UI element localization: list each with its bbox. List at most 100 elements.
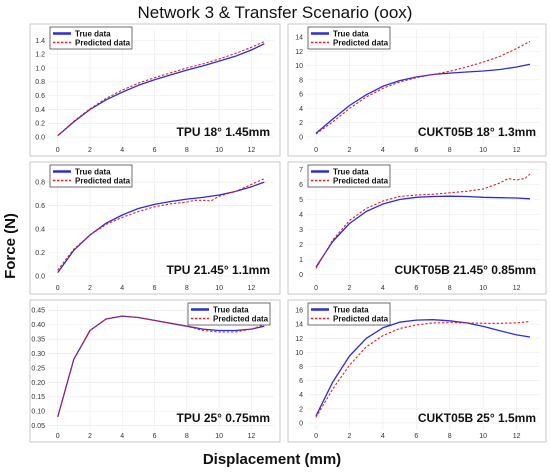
x-tick-label: 10: [215, 285, 223, 292]
predicted-data-line: [57, 315, 265, 418]
chart-panel-1: 0.0 0.2 0.4 0.6 0.8 1.0 1.2 1.4 0 2 4 6 8 10 12 True da…: [29, 23, 281, 157]
legend-pred-label: Predicted data: [333, 177, 389, 186]
legend-true-label: True data: [333, 306, 369, 315]
y-tick-label: 0.10: [31, 409, 45, 416]
y-tick-label: 0.45: [31, 308, 45, 315]
y-tick-label: 16: [295, 308, 303, 315]
x-tick-label: 0: [56, 147, 60, 154]
x-tick-label: 4: [381, 433, 385, 440]
x-tick-label: 6: [153, 433, 157, 440]
x-tick-label: 2: [348, 433, 352, 440]
x-tick-label: 12: [513, 147, 521, 154]
y-tick-label: 0: [299, 420, 303, 427]
y-tick-label: 1.4: [35, 38, 45, 45]
x-tick-label: 0: [314, 285, 318, 292]
x-axis-label: Displacement (mm): [203, 451, 341, 468]
y-tick-label: 0.8: [35, 180, 45, 187]
figure-title: Network 3 & Transfer Scenario (oox): [138, 3, 413, 22]
predicted-data-line: [57, 178, 265, 271]
legend-true-label: True data: [213, 306, 249, 315]
panel-label: TPU 18° 1.45mm: [176, 125, 270, 139]
y-tick-label: 8: [299, 77, 303, 84]
x-tick-label: 8: [448, 147, 452, 154]
y-tick-label: 0.2: [35, 121, 45, 128]
x-tick-label: 8: [185, 433, 189, 440]
y-tick-label: 0.6: [35, 93, 45, 100]
y-tick-label: 0: [299, 134, 303, 141]
panel-label: CUKT05B 25° 1.5mm: [418, 411, 536, 425]
x-tick-label: 4: [381, 147, 385, 154]
y-tick-label: 3: [299, 227, 303, 234]
y-tick-label: 12: [295, 49, 303, 56]
x-tick-label: 8: [448, 285, 452, 292]
legend-true-label: True data: [333, 30, 369, 39]
x-tick-label: 10: [215, 433, 223, 440]
predicted-data-line: [315, 173, 531, 269]
legend-true-label: True data: [75, 168, 111, 177]
legend-true-label: True data: [75, 30, 111, 39]
y-tick-label: 0.25: [31, 365, 45, 372]
y-tick-label: 10: [295, 63, 303, 70]
x-tick-label: 10: [479, 285, 487, 292]
x-tick-label: 6: [414, 147, 418, 154]
x-tick-label: 12: [513, 433, 521, 440]
y-tick-label: 0.0: [35, 274, 45, 281]
x-tick-label: 0: [56, 285, 60, 292]
chart-panel-6: 0 2 4 6 8 10 12 14 16 0 2 4 6 8 10 12 True dataPredicted…: [287, 299, 547, 443]
x-tick-label: 6: [153, 147, 157, 154]
x-tick-label: 2: [88, 285, 92, 292]
x-tick-label: 6: [414, 433, 418, 440]
x-tick-label: 4: [120, 285, 124, 292]
predicted-data-line: [315, 40, 531, 135]
y-tick-label: 6: [299, 378, 303, 385]
y-tick-label: 7: [299, 167, 303, 174]
y-tick-label: 1: [299, 257, 303, 264]
x-tick-label: 6: [153, 285, 157, 292]
chart-panel-3: 0.0 0.2 0.4 0.6 0.8 0 2 4 6 8 10 12 True dataPredict…: [29, 161, 281, 295]
legend-pred-label: Predicted data: [75, 177, 131, 186]
predicted-data-line: [315, 320, 531, 418]
y-tick-label: 0.30: [31, 351, 45, 358]
predicted-data-line: [57, 41, 265, 137]
legend-pred-label: Predicted data: [333, 39, 389, 48]
y-tick-label: 6: [299, 92, 303, 99]
true-data-line: [315, 63, 531, 134]
y-tick-label: 8: [299, 364, 303, 371]
x-tick-label: 12: [248, 147, 256, 154]
x-tick-label: 2: [88, 147, 92, 154]
y-tick-label: 0.8: [35, 79, 45, 86]
y-tick-label: 2: [299, 242, 303, 249]
chart-panel-5: 0.05 0.10 0.15 0.20 0.25 0.30 0.35 0.40 0.45 0 2 4 6…: [29, 299, 281, 443]
panel-label: TPU 25° 0.75mm: [176, 411, 270, 425]
y-tick-label: 0.40: [31, 322, 45, 329]
true-data-line: [315, 195, 531, 268]
y-tick-label: 2: [299, 120, 303, 127]
y-tick-label: 5: [299, 197, 303, 204]
y-tick-label: 0: [299, 272, 303, 279]
x-tick-label: 12: [248, 285, 256, 292]
x-tick-label: 4: [120, 433, 124, 440]
panel-label: CUKT05B 18° 1.3mm: [418, 125, 536, 139]
x-tick-label: 4: [120, 147, 124, 154]
x-tick-label: 0: [314, 433, 318, 440]
legend-pred-label: Predicted data: [213, 315, 269, 324]
y-tick-label: 2: [299, 406, 303, 413]
y-tick-label: 0.6: [35, 203, 45, 210]
legend-pred-label: Predicted data: [333, 315, 389, 324]
panel-label: TPU 21.45° 1.1mm: [166, 263, 270, 277]
x-tick-label: 0: [56, 433, 60, 440]
y-tick-label: 1.2: [35, 52, 45, 59]
y-tick-label: 0.05: [31, 423, 45, 430]
x-tick-label: 8: [185, 147, 189, 154]
y-tick-label: 0.35: [31, 337, 45, 344]
x-tick-label: 4: [381, 285, 385, 292]
